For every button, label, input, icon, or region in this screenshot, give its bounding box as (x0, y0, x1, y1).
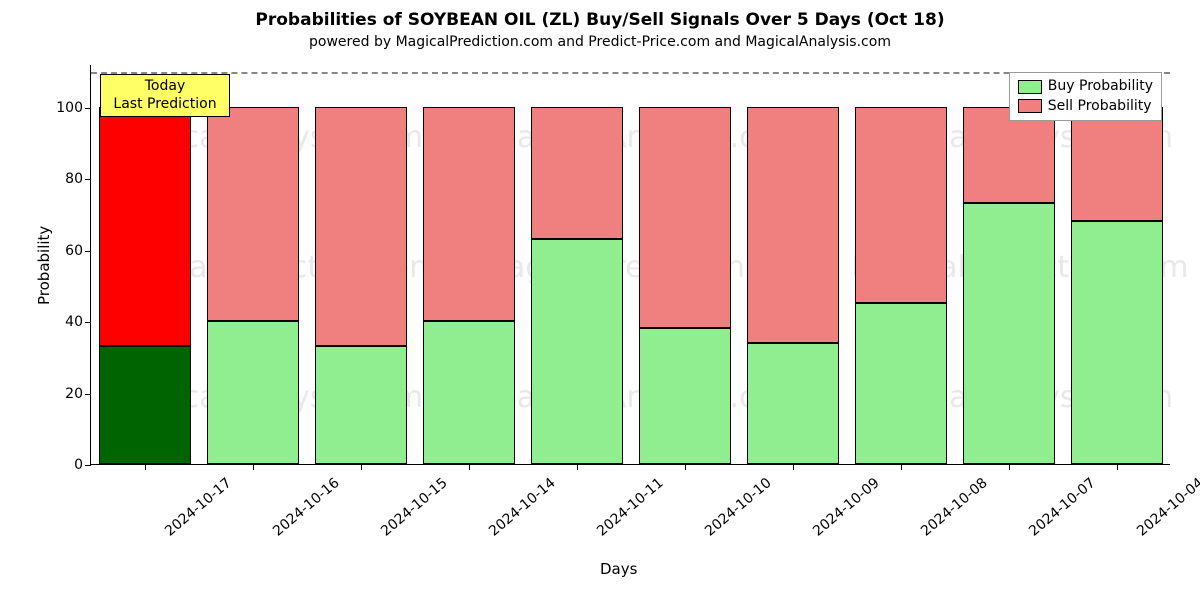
legend-label-sell: Sell Probability (1048, 97, 1152, 117)
xtick-label: 2024-10-07 (1026, 475, 1099, 540)
xtick-label: 2024-10-04 (1134, 475, 1200, 540)
buy-bar (99, 346, 192, 464)
ytick-mark (85, 322, 91, 323)
xtick-mark (577, 464, 578, 470)
legend-item-buy: Buy Probability (1018, 77, 1153, 97)
sell-bar (531, 107, 624, 239)
bar-group (855, 64, 948, 464)
legend-swatch-sell (1018, 99, 1042, 113)
xtick-mark (1009, 464, 1010, 470)
plot-area: MagicalAnalysis.comMagicalAnalysis.comMa… (90, 65, 1170, 465)
buy-bar (423, 321, 516, 464)
ytick-label: 20 (65, 386, 83, 402)
today-annotation: Today Last Prediction (100, 74, 230, 117)
ytick-mark (85, 465, 91, 466)
y-axis-label: Probability (35, 226, 53, 305)
bar-group (207, 64, 300, 464)
sell-bar (855, 107, 948, 303)
legend-item-sell: Sell Probability (1018, 97, 1153, 117)
sell-bar (207, 107, 300, 321)
annotation-line1: Today (145, 78, 186, 94)
buy-bar (1071, 221, 1164, 464)
ytick-mark (85, 251, 91, 252)
ytick-label: 0 (74, 457, 83, 473)
ytick-mark (85, 108, 91, 109)
xtick-label: 2024-10-14 (486, 475, 559, 540)
legend-swatch-buy (1018, 80, 1042, 94)
xtick-label: 2024-10-08 (918, 475, 991, 540)
xtick-mark (253, 464, 254, 470)
bar-group (963, 64, 1056, 464)
xtick-label: 2024-10-15 (378, 475, 451, 540)
ytick-label: 60 (65, 243, 83, 259)
buy-bar (963, 203, 1056, 464)
bar-group (531, 64, 624, 464)
sell-bar (1071, 107, 1164, 221)
buy-bar (639, 328, 732, 464)
buy-bar (531, 239, 624, 464)
buy-bar (315, 346, 408, 464)
sell-bar (315, 107, 408, 346)
x-axis-label: Days (600, 560, 637, 578)
bar-group (315, 64, 408, 464)
sell-bar (99, 107, 192, 346)
chart-container: Probabilities of SOYBEAN OIL (ZL) Buy/Se… (0, 0, 1200, 600)
buy-bar (207, 321, 300, 464)
bar-group (423, 64, 516, 464)
sell-bar (747, 107, 840, 343)
ytick-label: 100 (56, 100, 83, 116)
xtick-label: 2024-10-11 (594, 475, 667, 540)
xtick-mark (361, 464, 362, 470)
bar-group (747, 64, 840, 464)
chart-title: Probabilities of SOYBEAN OIL (ZL) Buy/Se… (0, 10, 1200, 30)
ytick-mark (85, 394, 91, 395)
xtick-mark (145, 464, 146, 470)
xtick-label: 2024-10-09 (810, 475, 883, 540)
ytick-mark (85, 179, 91, 180)
bar-group (1071, 64, 1164, 464)
annotation-line2: Last Prediction (113, 96, 216, 112)
buy-bar (855, 303, 948, 464)
xtick-label: 2024-10-17 (162, 475, 235, 540)
xtick-mark (793, 464, 794, 470)
sell-bar (639, 107, 732, 328)
sell-bar (423, 107, 516, 321)
bar-group (99, 64, 192, 464)
sell-bar (963, 107, 1056, 203)
legend: Buy Probability Sell Probability (1009, 72, 1162, 121)
xtick-mark (469, 464, 470, 470)
chart-subtitle: powered by MagicalPrediction.com and Pre… (0, 34, 1200, 50)
legend-label-buy: Buy Probability (1048, 77, 1153, 97)
xtick-label: 2024-10-10 (702, 475, 775, 540)
xtick-label: 2024-10-16 (270, 475, 343, 540)
xtick-mark (685, 464, 686, 470)
ytick-label: 80 (65, 171, 83, 187)
ytick-label: 40 (65, 314, 83, 330)
xtick-mark (901, 464, 902, 470)
xtick-mark (1117, 464, 1118, 470)
bar-group (639, 64, 732, 464)
buy-bar (747, 343, 840, 464)
